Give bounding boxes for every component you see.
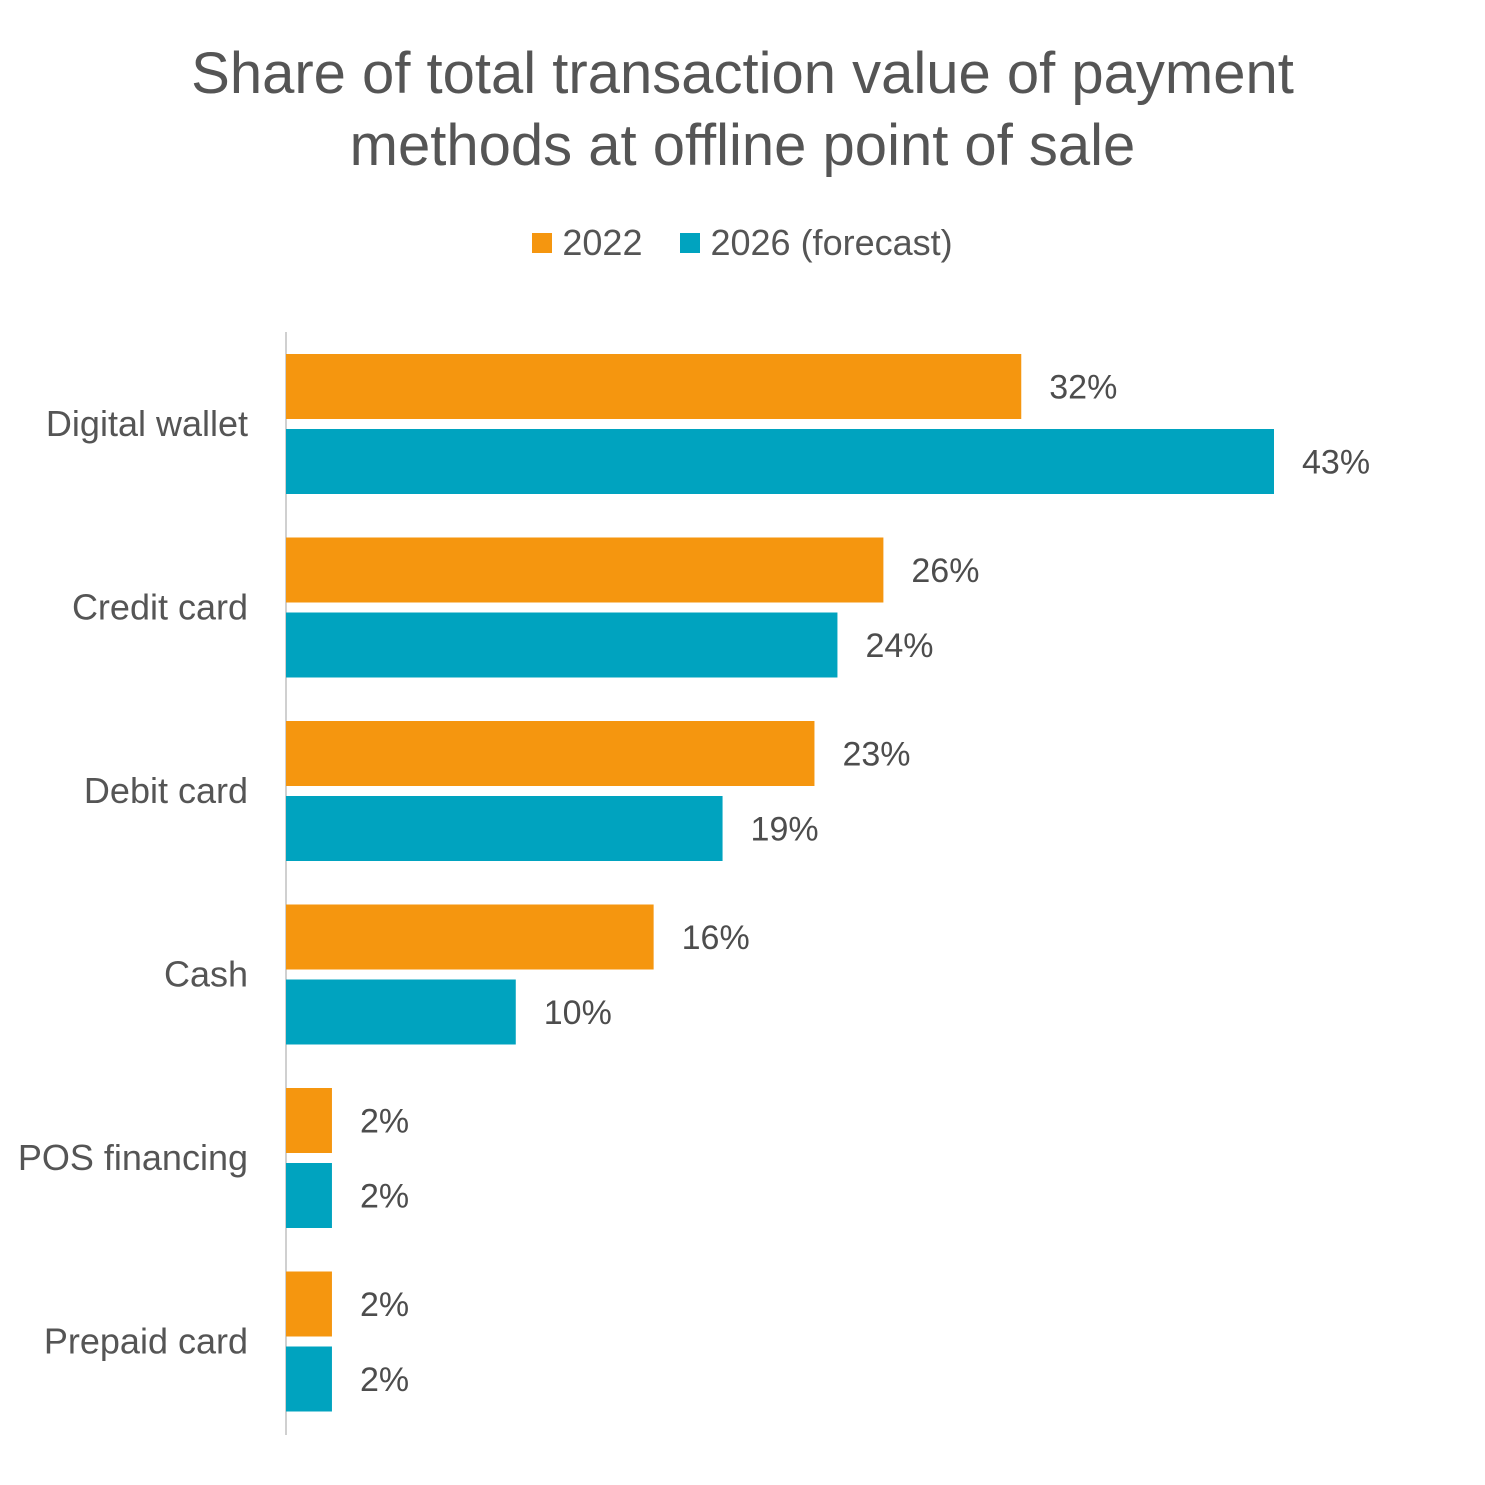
legend-item-2022: 2022 <box>532 222 642 264</box>
bar-cash-2022 <box>286 904 654 970</box>
bar-prepaid-card-2026-forecast <box>286 1346 332 1412</box>
category-label-digital-wallet: Digital wallet <box>46 403 248 444</box>
bar-pos-financing-2026-forecast <box>286 1163 332 1228</box>
legend-label-2022: 2022 <box>562 222 643 263</box>
category-label-pos-financing: POS financing <box>18 1137 248 1178</box>
bar-debit-card-2022 <box>286 721 815 786</box>
legend-item-2026-forecast: 2026 (forecast) <box>680 222 953 264</box>
data-label-debit-card-2026-forecast: 19% <box>751 811 819 849</box>
data-label-credit-card-2022: 26% <box>911 552 979 590</box>
bar-pos-financing-2022 <box>286 1088 332 1153</box>
chart-title-line-1: Share of total transaction value of paym… <box>191 41 1294 106</box>
bar-digital-wallet-2022 <box>286 354 1022 419</box>
data-label-pos-financing-2026-forecast: 2% <box>360 1178 409 1216</box>
bar-digital-wallet-2026-forecast <box>286 429 1274 494</box>
chart-legend: 2022 2026 (forecast) <box>0 222 1485 264</box>
data-label-prepaid-card-2026-forecast: 2% <box>360 1361 409 1399</box>
data-label-debit-card-2022: 23% <box>842 736 910 774</box>
bar-cash-2026-forecast <box>286 979 516 1045</box>
data-label-digital-wallet-2026-forecast: 43% <box>1302 444 1370 482</box>
data-label-prepaid-card-2022: 2% <box>360 1286 409 1324</box>
legend-swatch-2022 <box>532 233 553 253</box>
bar-credit-card-2022 <box>286 537 884 603</box>
data-label-credit-card-2026-forecast: 24% <box>865 627 933 665</box>
chart-title: Share of total transaction value of paym… <box>0 38 1485 182</box>
bar-prepaid-card-2022 <box>286 1271 332 1337</box>
category-label-prepaid-card: Prepaid card <box>44 1321 248 1362</box>
data-label-digital-wallet-2022: 32% <box>1049 369 1117 407</box>
legend-swatch-2026-forecast <box>680 233 701 253</box>
data-label-cash-2022: 16% <box>682 919 750 957</box>
data-label-pos-financing-2022: 2% <box>360 1103 409 1141</box>
category-label-debit-card: Debit card <box>84 770 248 811</box>
data-label-cash-2026-forecast: 10% <box>544 994 612 1032</box>
bar-credit-card-2026-forecast <box>286 612 838 678</box>
bar-debit-card-2026-forecast <box>286 796 723 861</box>
category-label-credit-card: Credit card <box>72 587 248 628</box>
legend-label-2026-forecast: 2026 (forecast) <box>710 222 953 263</box>
category-label-cash: Cash <box>164 954 248 995</box>
chart-title-line-2: methods at offline point of sale <box>349 113 1136 178</box>
